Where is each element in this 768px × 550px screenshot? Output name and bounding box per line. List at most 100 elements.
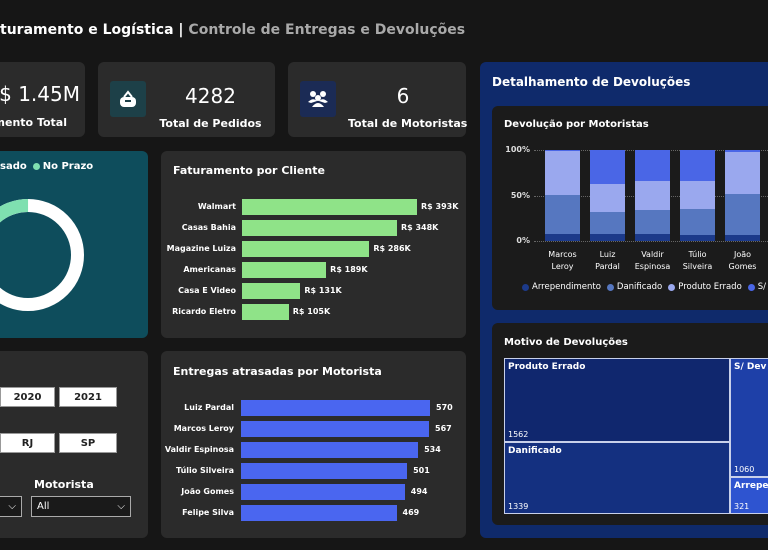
stacked-segment-arrependimento bbox=[545, 233, 580, 241]
x-tick-label: Luiz bbox=[599, 250, 616, 259]
bar bbox=[242, 199, 417, 215]
legend-dot bbox=[606, 283, 614, 291]
x-tick-label: Leroy bbox=[551, 262, 574, 271]
data-label: 469 bbox=[402, 508, 420, 517]
category-label: Luiz Pardal bbox=[184, 403, 234, 412]
data-label: R$ 393K bbox=[421, 202, 459, 211]
kpi-value: 6 bbox=[396, 84, 410, 108]
y-tick-label: 50% bbox=[510, 190, 530, 200]
data-label: R$ 189K bbox=[330, 265, 368, 274]
treemap-sem-devolucao[interactable]: S/ Dev 1060 bbox=[730, 358, 768, 477]
stacked-segment-s bbox=[545, 150, 580, 151]
data-label: 534 bbox=[424, 445, 441, 454]
kpi-value: 4282 bbox=[185, 84, 236, 108]
treemap-produto-errado[interactable]: Produto Errado 1562 bbox=[504, 358, 730, 442]
stacked-segment-danificado bbox=[545, 194, 580, 234]
chart-title: Devolução por Motoristas bbox=[504, 119, 649, 130]
x-tick-label: Pardal bbox=[595, 262, 620, 271]
legend-dot bbox=[747, 283, 755, 291]
x-tick-label: Espinosa bbox=[634, 262, 671, 271]
bar bbox=[241, 484, 405, 500]
devolucao-motoristas-card: Devolução por Motoristas 100% 50% 0% Marcos… bbox=[492, 106, 768, 310]
entregas-prazo-donut-card: sado No Prazo bbox=[0, 151, 148, 338]
year-2020-button[interactable]: 2020 bbox=[0, 387, 55, 407]
category-label: Casas Bahia bbox=[181, 223, 236, 232]
legend-label: Produto Errado bbox=[678, 282, 742, 292]
stacked-segment-danificado bbox=[725, 193, 760, 235]
page-title: turamento e Logística | Controle de Entr… bbox=[0, 22, 466, 38]
state-sp-button[interactable]: SP bbox=[59, 433, 117, 453]
bar bbox=[241, 442, 419, 458]
kpi-label: Total de Pedidos bbox=[159, 117, 262, 130]
stacked-segment-produtoerrado bbox=[725, 151, 760, 194]
x-tick-label: Túlio bbox=[688, 250, 707, 259]
legend-dot bbox=[522, 283, 529, 291]
stacked-segment-produtoerrado bbox=[545, 150, 580, 195]
category-label: Ricardo Eletro bbox=[172, 307, 236, 316]
legend-label: Arrependimento bbox=[532, 282, 601, 292]
stacked-segment-danificado bbox=[590, 211, 625, 234]
chart-title: Faturamento por Cliente bbox=[173, 164, 325, 177]
category-label: João Gomes bbox=[181, 487, 234, 496]
category-label: Felipe Silva bbox=[182, 508, 234, 517]
shopping-basket-icon bbox=[110, 81, 146, 117]
bar bbox=[241, 421, 429, 437]
x-tick-label: Gomes bbox=[728, 262, 757, 271]
treemap-arrependimento[interactable]: Arrepe 321 bbox=[730, 477, 768, 514]
legend-dot bbox=[668, 283, 676, 291]
motorista-dropdown[interactable]: All ⌵ bbox=[31, 496, 131, 517]
users-icon bbox=[300, 81, 336, 117]
filter-dropdown[interactable]: ⌵ bbox=[0, 496, 22, 517]
motivo-devolucoes-card: Motivo de Devoluções Produto Errado 1562 … bbox=[492, 323, 768, 525]
category-label: Magazine Luiza bbox=[166, 244, 236, 253]
data-label: 567 bbox=[435, 424, 452, 433]
kpi-pedidos-card: 4282 Total de Pedidos bbox=[98, 62, 275, 137]
kpi-faturamento-card: $ 1.45M amento Total bbox=[0, 62, 85, 137]
bar bbox=[242, 262, 327, 278]
y-tick-label: 0% bbox=[516, 236, 530, 245]
category-label: Valdir Espinosa bbox=[164, 445, 234, 454]
data-label: R$ 348K bbox=[400, 223, 439, 232]
stacked-segment-danificado bbox=[680, 209, 715, 235]
panel-title: Detalhamento de Devoluções bbox=[492, 75, 691, 89]
state-rj-button[interactable]: RJ bbox=[0, 433, 55, 453]
stacked-segment-arrependimento bbox=[590, 233, 625, 241]
chevron-down-icon: ⌵ bbox=[117, 501, 125, 512]
data-label: R$ 286K bbox=[373, 244, 411, 253]
kpi-label: amento Total bbox=[0, 116, 67, 129]
data-label: 501 bbox=[413, 466, 430, 475]
stacked-segment-s bbox=[635, 150, 670, 181]
filters-card: 2020 2021 RJ SP Motorista ⌵ All ⌵ bbox=[0, 351, 148, 538]
legend-dot bbox=[32, 163, 40, 170]
x-tick-label: Marcos bbox=[548, 250, 577, 259]
stacked-segment-danificado bbox=[635, 210, 670, 234]
bar bbox=[241, 463, 408, 479]
donut-segment-atrasado bbox=[0, 199, 84, 311]
stacked-segment-arrependimento bbox=[680, 234, 715, 241]
stacked-segment-arrependimento bbox=[725, 234, 760, 241]
category-label: Americanas bbox=[183, 265, 236, 274]
bar bbox=[241, 505, 397, 521]
bar bbox=[242, 304, 289, 320]
stacked-segment-arrependimento bbox=[635, 233, 670, 241]
entregas-atrasadas-card: Entregas atrasadas por Motorista Luiz Pa… bbox=[161, 351, 466, 538]
stacked-segment-produtoerrado bbox=[590, 183, 625, 212]
bar bbox=[242, 283, 301, 299]
x-tick-label: Valdir bbox=[641, 250, 664, 259]
legend-atrasado: sado bbox=[0, 161, 27, 172]
motorista-label: Motorista bbox=[34, 478, 94, 491]
category-label: Túlio Silveira bbox=[175, 466, 234, 475]
data-label: 494 bbox=[410, 487, 428, 496]
stacked-segment-s bbox=[590, 150, 625, 184]
donut-chart bbox=[0, 199, 84, 311]
donut-legend: sado No Prazo bbox=[0, 161, 93, 172]
devolucoes-panel: Detalhamento de Devoluções Devolução por… bbox=[480, 62, 768, 538]
chart-legend: Arrependimento Danificado Produto Errado S/ bbox=[522, 282, 768, 292]
treemap-danificado[interactable]: Danificado 1339 bbox=[504, 442, 730, 514]
bar bbox=[241, 400, 430, 416]
stacked-segment-produtoerrado bbox=[635, 180, 670, 211]
dropdown-value: All bbox=[37, 501, 50, 512]
year-2021-button[interactable]: 2021 bbox=[59, 387, 117, 407]
legend-no-prazo: No Prazo bbox=[42, 161, 94, 172]
kpi-motoristas-card: 6 Total de Motoristas bbox=[288, 62, 467, 137]
